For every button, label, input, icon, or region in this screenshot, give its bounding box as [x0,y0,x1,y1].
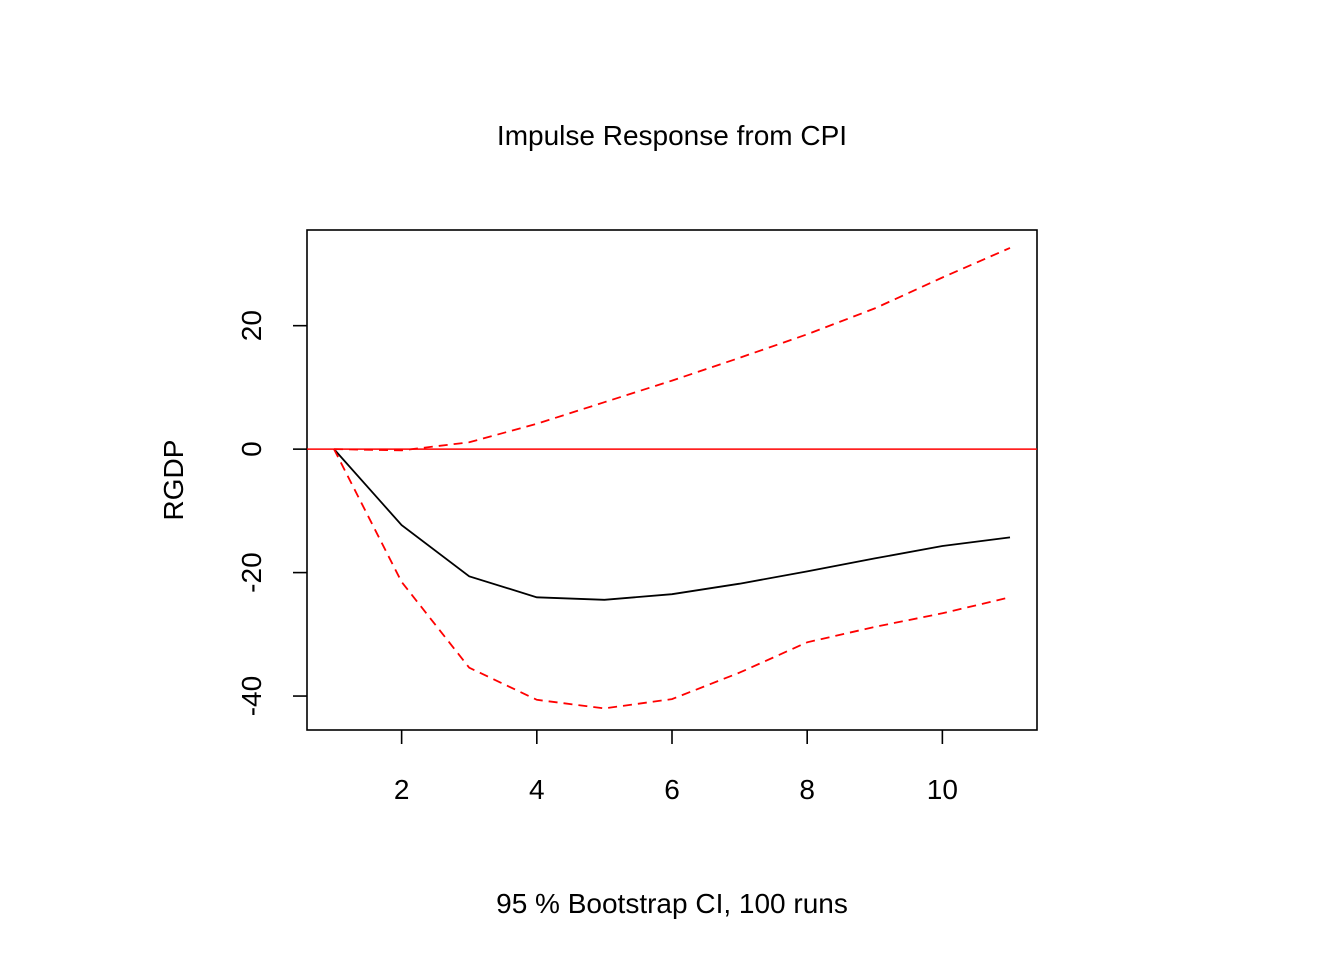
y-tick-label: 0 [236,441,267,457]
plot-frame [306,229,1038,731]
x-tick-label: 10 [927,774,958,805]
plot-area: 2 4 6 8 10 -40 -20 0 20 [236,229,1038,805]
response-series-line [333,448,1011,601]
x-tick-label: 6 [664,774,680,805]
y-tick-label: -40 [236,676,267,716]
x-tick-label: 2 [394,774,410,805]
y-tick-label: 20 [236,310,267,341]
chart-title: Impulse Response from CPI [497,120,847,151]
x-tick-label: 8 [799,774,815,805]
lower-series-line [333,448,1011,710]
x-tick-label: 4 [529,774,545,805]
x-axis-label: 95 % Bootstrap CI, 100 runs [496,888,848,919]
upper-series-line [333,247,1011,452]
y-axis-label: RGDP [158,440,189,521]
y-tick-label: -20 [236,552,267,592]
